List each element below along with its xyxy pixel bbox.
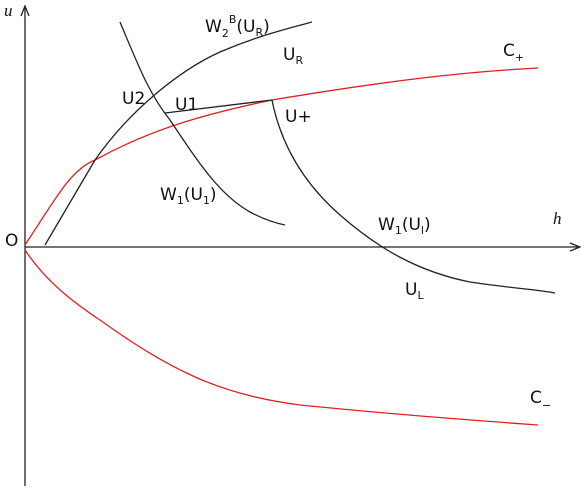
u: U <box>405 280 417 300</box>
u: U <box>283 45 295 65</box>
sub: + <box>515 51 524 64</box>
u: (U <box>184 185 203 205</box>
w1-u1-curve <box>119 21 286 226</box>
c: C <box>503 41 515 61</box>
paren: ) <box>263 17 270 37</box>
sub: 1 <box>177 194 184 207</box>
sub: R <box>295 54 303 67</box>
w2b-curve <box>44 21 313 246</box>
paren: ) <box>424 215 431 235</box>
c-plus-label: C+ <box>503 41 524 64</box>
u2-u1-segment <box>164 99 273 114</box>
w1-ul-curve <box>271 99 556 294</box>
sub: 1 <box>203 194 210 207</box>
sup: B <box>229 13 237 26</box>
u-r-label: UR <box>283 45 303 67</box>
u: (U <box>402 215 421 235</box>
h-label: h <box>553 209 562 228</box>
u1-label: U1 <box>175 95 198 115</box>
w1-u1-label: W1(U1) <box>160 185 217 207</box>
w: W <box>205 17 222 37</box>
h-arrow <box>569 242 581 252</box>
paren: ) <box>210 185 217 205</box>
u2-label: U2 <box>122 89 145 109</box>
c-minus-label: C− <box>530 388 551 412</box>
sub: R <box>255 26 263 39</box>
sub: L <box>417 289 424 302</box>
sub: − <box>542 399 551 412</box>
u-arrow <box>20 4 30 17</box>
u-plus-label: U+ <box>285 107 312 127</box>
u: (U <box>236 17 255 37</box>
c: C <box>530 388 542 408</box>
sub: 2 <box>222 27 229 40</box>
sub: 1 <box>395 224 402 237</box>
c-minus-curve <box>24 249 539 426</box>
w: W <box>378 215 395 235</box>
c-plus-curve <box>24 67 539 246</box>
w1-ul-label: W1(Ul) <box>378 215 431 237</box>
u-label: u <box>4 1 13 20</box>
origin-label: O <box>5 231 18 251</box>
w: W <box>160 185 177 205</box>
w2b-label: W2B(UR) <box>205 13 270 40</box>
sub: l <box>421 224 424 237</box>
u-l-label: UL <box>405 280 424 302</box>
